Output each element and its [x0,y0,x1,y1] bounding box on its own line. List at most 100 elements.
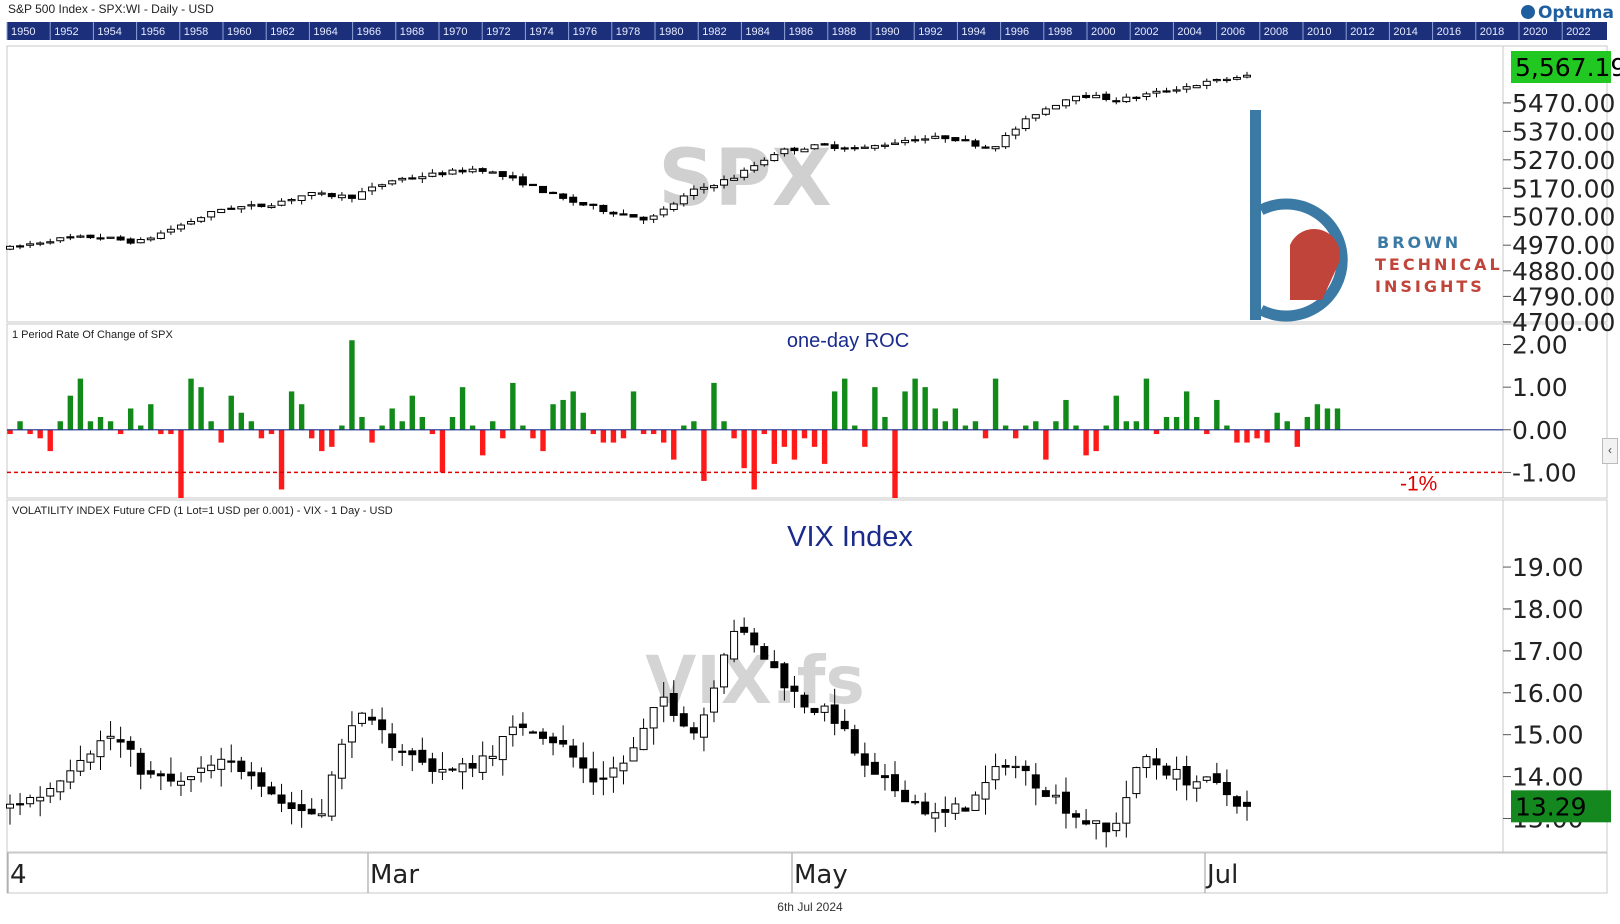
roc-bar-down [319,429,325,452]
roc-bar-down [801,429,808,439]
roc-bar-up [298,404,305,430]
roc-bar-up [550,404,556,430]
candle-up [36,796,45,802]
candle-up [207,764,216,772]
candle-up [1092,820,1101,824]
roc-bar-up [379,425,385,430]
y-tick-label: 5370.00 [1512,117,1615,146]
roc-bar-down [771,429,778,464]
candle-up [921,138,930,141]
roc-panel[interactable]: 1 Period Rate Of Change of SPX one-day RO… [7,329,1577,498]
timeline-year: 2000 [1091,26,1115,38]
logo-line1: BROWN [1377,233,1461,252]
candle-up [197,217,206,222]
roc-bar-up [1113,395,1119,430]
roc-bar-up [57,421,63,430]
roc-bar-up [107,421,114,430]
roc-bar-up [510,382,516,430]
candle-up [1051,794,1060,798]
candle-up [1092,94,1101,99]
candle-up [136,239,145,244]
candle-down [569,196,578,203]
candle-down [458,169,467,173]
candle-up [1222,78,1231,82]
roc-bar-down [791,429,798,460]
candle-down [86,234,95,239]
y-tick-label: 4790.00 [1512,282,1615,311]
candle-up [297,195,306,201]
candle-up [800,148,809,153]
candle-up [468,168,477,173]
roc-bar-down [781,429,788,447]
candle-down [559,740,568,745]
roc-bar-down [862,429,868,447]
timeline-year: 1952 [54,26,78,38]
timeline-year: 2002 [1134,26,1158,38]
timeline-year: 2020 [1523,26,1547,38]
candle-up [639,727,648,751]
candle-down [227,760,236,763]
logo-bowl [1258,198,1348,322]
candle-up [96,740,105,758]
roc-bar-up [942,421,948,430]
roc-bar-down [1012,429,1019,439]
candle-down [347,194,356,199]
candle-up [46,788,55,797]
roc-bar-down [671,429,677,460]
logo-line2: TECHNICAL [1375,255,1503,274]
candle-up [1192,781,1201,789]
roc-bar-up [1033,421,1039,430]
panel-collapse-arrow-icon[interactable]: ‹ [1602,438,1618,464]
roc-bar-up [97,417,104,430]
candle-down [16,245,25,248]
y-tick-label: 19.00 [1512,553,1584,582]
roc-bar-up [1334,408,1341,430]
roc-bar-down [47,429,53,452]
roc-bar-up [882,417,888,430]
candle-down [247,771,256,777]
roc-bar-up [409,395,415,430]
candle-up [820,705,829,713]
roc-bar-up [87,421,94,430]
candle-down [96,237,105,240]
candle-up [649,215,658,220]
candle-up [1011,128,1020,136]
candle-down [297,804,306,812]
candle-down [840,147,849,150]
candle-up [880,144,889,147]
roc-bar-down [982,429,989,439]
candle-up [760,159,769,166]
candle-down [368,716,377,721]
timeline-year: 2016 [1437,26,1461,38]
candle-down [750,632,759,646]
y-tick-label: 5270.00 [1512,146,1615,175]
roc-bar-up [1073,425,1079,430]
spx-price-panel[interactable]: SPX 4700.004790.004880.004970.005070.0051… [6,51,1620,337]
roc-bar-down [1264,429,1270,443]
candle-up [901,139,910,144]
optuma-brand: Optuma [1520,3,1614,23]
candle-up [1152,90,1161,94]
candle-up [720,179,729,186]
candle-up [428,172,437,177]
year-timeline-bar[interactable]: 1950 1952 1954 1956 1958 1960 1962 1964 1966 1968… [6,22,1607,40]
roc-bar-up [1274,412,1280,430]
candle-up [1202,80,1211,86]
candle-up [357,712,366,724]
candle-down [780,663,789,689]
roc-bar-down [309,429,315,439]
timeline-year: 1960 [227,26,251,38]
candle-down [559,193,568,199]
roc-bar-up [852,425,858,430]
candle-up [146,237,155,241]
y-tick-label: -1.00 [1512,458,1577,487]
roc-bar-up [922,387,928,430]
candle-down [1243,801,1251,807]
candle-up [740,169,749,178]
timeline-year: 2010 [1307,26,1331,38]
candle-down [408,177,417,180]
candle-down [1232,796,1241,807]
vix-panel[interactable]: VOLATILITY INDEX Future CFD (1 Lot=1 USD… [6,505,1612,848]
timeline-year: 1992 [918,26,942,38]
